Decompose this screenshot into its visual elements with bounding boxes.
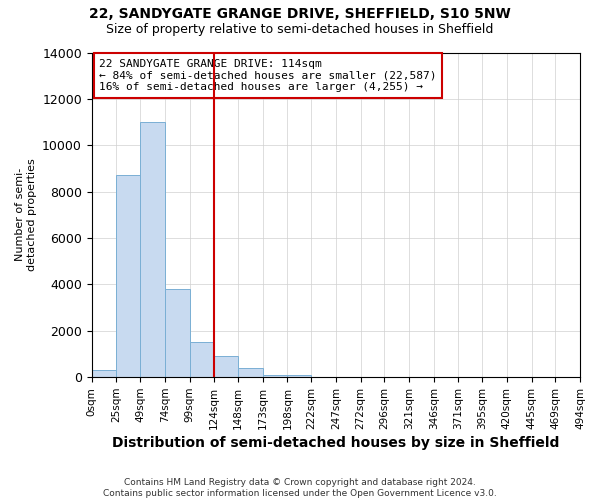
- Bar: [140, 122, 165, 377]
- Bar: [165, 289, 190, 377]
- Bar: [116, 176, 140, 377]
- Bar: [263, 375, 287, 377]
- Bar: [214, 356, 238, 377]
- Text: Contains HM Land Registry data © Crown copyright and database right 2024.
Contai: Contains HM Land Registry data © Crown c…: [103, 478, 497, 498]
- Bar: [238, 368, 263, 377]
- Text: 22, SANDYGATE GRANGE DRIVE, SHEFFIELD, S10 5NW: 22, SANDYGATE GRANGE DRIVE, SHEFFIELD, S…: [89, 8, 511, 22]
- Bar: [287, 375, 311, 377]
- X-axis label: Distribution of semi-detached houses by size in Sheffield: Distribution of semi-detached houses by …: [112, 436, 560, 450]
- Text: 22 SANDYGATE GRANGE DRIVE: 114sqm
← 84% of semi-detached houses are smaller (22,: 22 SANDYGATE GRANGE DRIVE: 114sqm ← 84% …: [99, 59, 437, 92]
- Y-axis label: Number of semi-
detached properties: Number of semi- detached properties: [15, 158, 37, 271]
- Text: Size of property relative to semi-detached houses in Sheffield: Size of property relative to semi-detach…: [106, 22, 494, 36]
- Bar: [92, 370, 116, 377]
- Bar: [190, 342, 214, 377]
